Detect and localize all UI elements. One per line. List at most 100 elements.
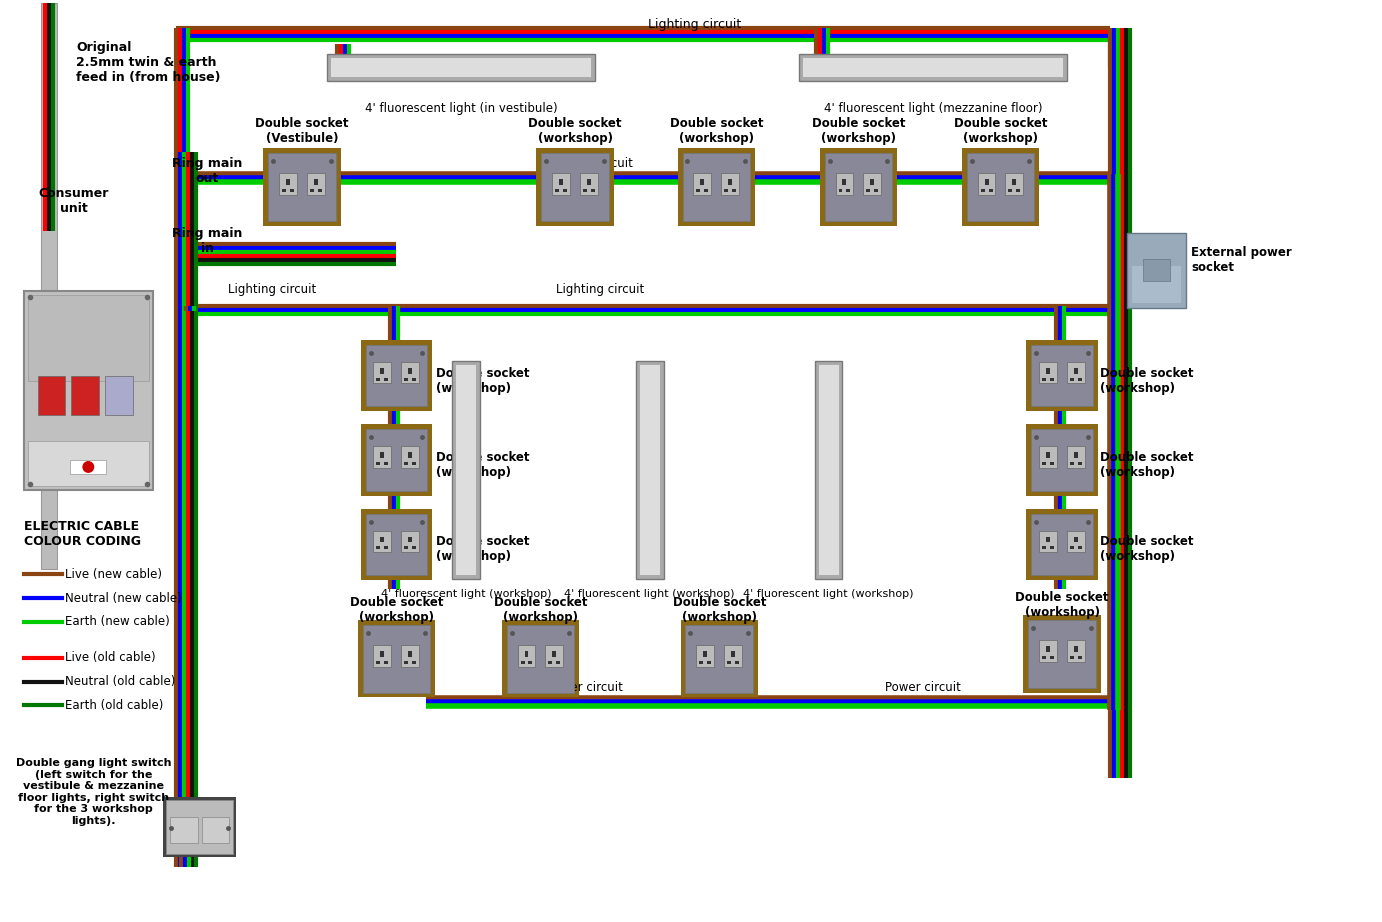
Bar: [286, 179, 290, 184]
Bar: [405, 462, 408, 465]
Bar: [452, 361, 480, 579]
Bar: [401, 644, 419, 667]
Bar: [1078, 462, 1082, 465]
Bar: [376, 547, 380, 550]
Bar: [376, 377, 380, 381]
Text: Power circuit: Power circuit: [557, 157, 633, 170]
Text: Earth (new cable): Earth (new cable): [65, 616, 170, 629]
Text: Ring main
out: Ring main out: [173, 157, 243, 185]
Text: Double socket
(workshop): Double socket (workshop): [669, 117, 763, 145]
Bar: [380, 651, 384, 656]
Bar: [1046, 645, 1050, 652]
Bar: [542, 153, 609, 220]
Bar: [1039, 530, 1057, 552]
Bar: [731, 651, 735, 656]
Text: Live (old cable): Live (old cable): [65, 651, 156, 664]
Bar: [803, 57, 1063, 77]
Bar: [984, 179, 988, 184]
Bar: [307, 172, 325, 195]
Bar: [1031, 345, 1093, 407]
Bar: [1046, 537, 1050, 542]
Text: Double gang light switch
(left switch for the
vestibule & mezzanine
floor lights: Double gang light switch (left switch fo…: [15, 758, 171, 826]
Bar: [553, 651, 557, 656]
Bar: [1143, 259, 1171, 281]
Bar: [1039, 361, 1057, 384]
Bar: [1006, 172, 1023, 195]
Bar: [724, 189, 728, 192]
Text: Double socket
(workshop): Double socket (workshop): [954, 117, 1048, 145]
Bar: [401, 361, 419, 384]
Bar: [1050, 547, 1054, 550]
Bar: [373, 644, 391, 667]
Bar: [875, 189, 878, 192]
Text: Double socket
(workshop): Double socket (workshop): [437, 451, 529, 479]
Bar: [988, 189, 992, 192]
Bar: [502, 620, 579, 697]
Bar: [735, 661, 739, 664]
Bar: [263, 148, 341, 226]
Bar: [587, 179, 591, 184]
Bar: [408, 452, 412, 458]
Text: Double socket
(workshop): Double socket (workshop): [437, 536, 529, 563]
Bar: [1070, 656, 1074, 658]
Text: Lighting circuit: Lighting circuit: [556, 283, 644, 296]
Bar: [362, 625, 430, 692]
Bar: [279, 172, 297, 195]
Bar: [867, 189, 871, 192]
Bar: [981, 189, 984, 192]
Bar: [282, 189, 286, 192]
Bar: [683, 153, 750, 220]
Text: Double socket
(workshop): Double socket (workshop): [350, 596, 444, 624]
Bar: [528, 661, 532, 664]
Bar: [680, 620, 757, 697]
Bar: [560, 179, 564, 184]
Bar: [268, 153, 336, 220]
Bar: [380, 368, 384, 373]
Bar: [408, 651, 412, 656]
Bar: [310, 189, 314, 192]
Bar: [401, 446, 419, 468]
Text: Double socket
(workshop): Double socket (workshop): [437, 367, 529, 395]
Bar: [685, 625, 753, 692]
Bar: [732, 189, 737, 192]
Text: Double socket
(workshop): Double socket (workshop): [811, 117, 905, 145]
Text: Neutral (old cable): Neutral (old cable): [65, 675, 176, 688]
Text: Power circuit: Power circuit: [547, 680, 623, 693]
Bar: [384, 462, 388, 465]
Text: External power
socket: External power socket: [1191, 246, 1292, 275]
Text: Double socket
(workshop): Double socket (workshop): [1100, 536, 1193, 563]
Bar: [28, 295, 149, 381]
Bar: [373, 530, 391, 552]
Bar: [1031, 514, 1093, 575]
Text: Original
2.5mm twin & earth
feed in (from house): Original 2.5mm twin & earth feed in (fro…: [76, 41, 221, 84]
Bar: [1050, 377, 1054, 381]
Bar: [412, 462, 416, 465]
Bar: [1132, 266, 1182, 303]
Bar: [1070, 377, 1074, 381]
Bar: [408, 368, 412, 373]
Bar: [376, 462, 380, 465]
Text: Earth (old cable): Earth (old cable): [65, 699, 164, 712]
Bar: [1028, 620, 1096, 688]
Bar: [536, 148, 614, 226]
Bar: [1050, 462, 1054, 465]
Bar: [318, 189, 322, 192]
Text: Lighting circuit: Lighting circuit: [228, 283, 316, 296]
Bar: [703, 651, 708, 656]
Bar: [962, 148, 1039, 226]
Text: Double socket
(workshop): Double socket (workshop): [1100, 451, 1193, 479]
Bar: [591, 189, 596, 192]
Bar: [23, 291, 153, 490]
Bar: [163, 797, 236, 857]
Text: 4' fluorescent light (in vestibule): 4' fluorescent light (in vestibule): [365, 102, 557, 115]
Bar: [549, 661, 553, 664]
Bar: [314, 179, 318, 184]
Bar: [384, 547, 388, 550]
Text: Ring main
in: Ring main in: [173, 227, 243, 254]
Bar: [366, 430, 427, 491]
Bar: [166, 799, 234, 855]
Bar: [1027, 509, 1097, 580]
Text: Live (new cable): Live (new cable): [65, 568, 163, 581]
Bar: [825, 153, 893, 220]
Bar: [1074, 368, 1078, 373]
